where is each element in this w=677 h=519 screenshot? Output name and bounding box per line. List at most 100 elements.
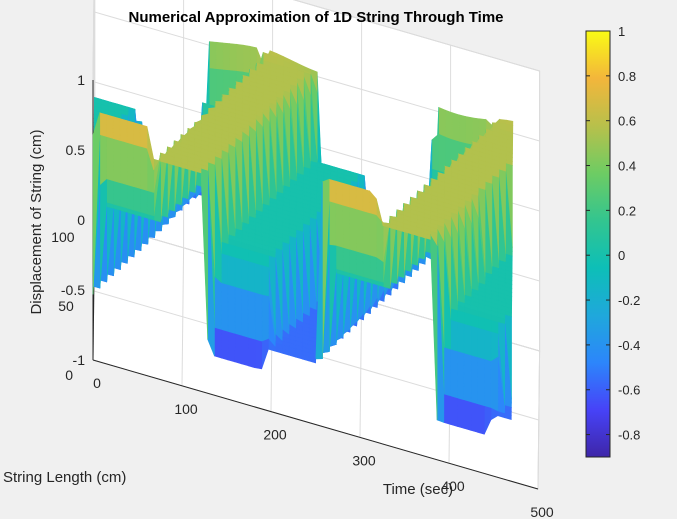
surface-patch	[221, 241, 229, 257]
surface-patch	[342, 246, 350, 273]
surface-patch	[235, 43, 244, 73]
z-tick-label: 1	[77, 72, 85, 88]
surface-patch	[119, 182, 128, 209]
surface-patch	[254, 339, 263, 370]
surface-patch	[484, 359, 492, 409]
chart-title: Numerical Approximation of 1D String Thr…	[128, 9, 503, 26]
surface-patch	[443, 347, 451, 397]
surface-patch	[112, 138, 121, 184]
surface-patch	[139, 124, 148, 149]
surface-patch	[215, 41, 224, 71]
y-tick-label: 0	[65, 367, 73, 383]
x-tick-label: 0	[93, 375, 101, 391]
surface-patch	[261, 253, 269, 268]
surface-patch	[490, 320, 499, 335]
surface-patch	[484, 329, 492, 362]
surface-patch	[234, 245, 242, 261]
surface-patch	[234, 286, 242, 337]
surface-patch	[457, 398, 465, 429]
surface-patch	[450, 319, 458, 353]
surface-patch	[254, 292, 263, 343]
surface-patch	[227, 243, 236, 259]
surface-patch	[328, 178, 337, 204]
colorbar-tick-label: -0.2	[618, 293, 640, 308]
surface-patch	[222, 42, 230, 71]
surface-patch	[92, 112, 101, 295]
surface-patch	[457, 321, 465, 355]
surface-patch	[234, 333, 242, 365]
surface-patch	[133, 122, 141, 147]
surface-patch	[99, 112, 107, 137]
surface-patch	[220, 282, 229, 333]
surface-patch	[254, 263, 263, 296]
surface-patch	[490, 331, 499, 363]
z-tick-label: -1	[73, 352, 86, 368]
surface-patch	[355, 186, 364, 212]
z-tick-label: 0.5	[66, 142, 86, 158]
surface-patch	[490, 356, 499, 413]
surface-patch	[234, 257, 242, 290]
surface-patch	[457, 351, 465, 401]
colorbar-gradient	[585, 30, 611, 458]
surface-patch	[342, 182, 350, 208]
surface-patch	[463, 353, 472, 403]
surface-patch	[106, 114, 114, 139]
surface-patch	[126, 141, 134, 187]
y-axis-label: String Length (cm)	[3, 469, 126, 486]
surface-patch	[247, 290, 256, 341]
surface-patch	[470, 314, 479, 329]
x-tick-label: 100	[174, 401, 198, 417]
colorbar-tick-label: -0.8	[618, 428, 640, 443]
surface-patch	[470, 401, 478, 433]
surface-patch	[470, 355, 478, 405]
surface-patch	[247, 337, 256, 369]
z-tick-label: 0	[77, 212, 85, 228]
surface-patch	[349, 248, 357, 275]
surface-patch	[133, 143, 141, 189]
x-tick-label: 500	[530, 504, 554, 519]
surface-patch	[99, 134, 107, 186]
surface-patch	[139, 145, 148, 191]
surface-patch	[113, 180, 121, 207]
surface-patch	[477, 403, 485, 435]
surface-patch	[133, 186, 141, 213]
surface-patch	[261, 294, 269, 343]
surface-patch	[355, 208, 364, 254]
surface-patch	[241, 288, 249, 339]
colorbar-tick-label: -0.6	[618, 383, 640, 398]
colorbar-tick-label: 0.4	[618, 159, 636, 174]
surface-patch	[247, 261, 256, 294]
z-tick-label: -0.5	[61, 282, 85, 298]
surface-patch	[470, 325, 479, 358]
surface-patch	[457, 310, 465, 325]
surface-patch	[126, 184, 134, 211]
surface-patch	[445, 109, 453, 141]
surface-patch	[227, 284, 236, 335]
grid-line-z	[92, 0, 540, 81]
y-tick-label: 50	[58, 298, 74, 314]
surface-patch	[106, 136, 114, 182]
surface-patch	[477, 357, 485, 407]
surface-patch	[119, 140, 128, 186]
surface-patch	[465, 116, 473, 146]
surface-patch	[106, 178, 114, 205]
surface-patch	[458, 114, 466, 144]
surface-patch	[362, 252, 371, 279]
surface-patch	[450, 308, 458, 323]
surface-patch	[362, 188, 370, 214]
surface-patch	[349, 206, 357, 252]
surface-patch	[208, 67, 217, 107]
surface-patch	[451, 112, 460, 143]
surface-patch	[261, 265, 269, 297]
surface-patch	[335, 180, 343, 206]
x-tick-label: 200	[263, 427, 287, 443]
surface-patch	[208, 41, 217, 70]
colorbar-tick-label: 0	[618, 248, 625, 263]
colorbar-tick-label: 0.6	[618, 114, 636, 129]
surface-patch	[146, 190, 155, 217]
surface-patch	[450, 349, 458, 399]
surface-patch	[369, 254, 377, 281]
surface-patch	[463, 323, 472, 356]
